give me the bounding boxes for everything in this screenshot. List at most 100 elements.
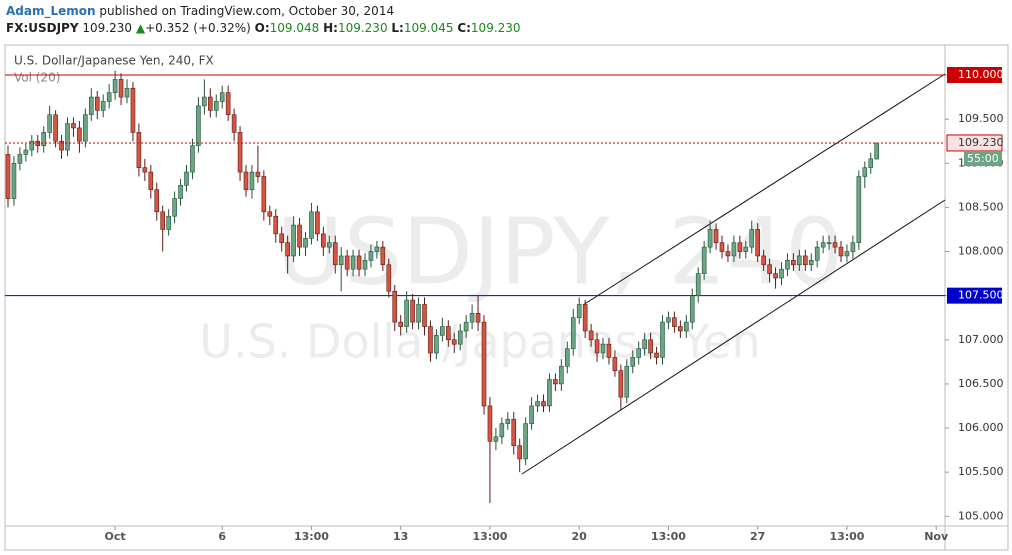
candle-body bbox=[749, 229, 755, 248]
candle-body bbox=[309, 211, 314, 239]
candle-body bbox=[202, 96, 207, 107]
channel-lower bbox=[521, 199, 946, 475]
chart-frame bbox=[4, 44, 1009, 551]
candle-body bbox=[820, 242, 826, 248]
candle-body bbox=[570, 317, 576, 349]
candle-body bbox=[707, 229, 713, 248]
quote-line: FX:USDJPY 109.230 ▲+0.352 (+0.32%) O:109… bbox=[6, 20, 521, 37]
candle-body bbox=[529, 405, 534, 424]
candle-body bbox=[5, 154, 11, 199]
candle-body bbox=[398, 321, 404, 327]
candle-body bbox=[440, 326, 445, 336]
price-label: 107.500 bbox=[958, 289, 1004, 302]
candle-body bbox=[267, 211, 273, 217]
candle-body bbox=[374, 246, 380, 252]
candle-body bbox=[344, 255, 350, 270]
candle-body bbox=[719, 242, 725, 252]
candle-body bbox=[683, 321, 689, 332]
candle-body bbox=[874, 142, 880, 160]
x-tick-label: 6 bbox=[218, 530, 226, 543]
candle-body bbox=[844, 251, 850, 257]
chart-title: U.S. Dollar/Japanese Yen, 240, FX bbox=[14, 54, 214, 68]
candle-body bbox=[814, 246, 820, 261]
ohlc-label: L: bbox=[391, 21, 404, 35]
candle-body bbox=[380, 246, 386, 266]
price-label-box bbox=[947, 67, 1002, 84]
candle-body bbox=[755, 229, 761, 257]
candle-body bbox=[582, 304, 588, 332]
candle-body bbox=[517, 445, 523, 460]
candle-body bbox=[47, 114, 52, 133]
candle-body bbox=[77, 127, 82, 142]
candle-body bbox=[428, 326, 433, 354]
candle-body bbox=[53, 114, 58, 142]
candle-body bbox=[451, 339, 457, 345]
candle-body bbox=[11, 162, 17, 199]
candle-body bbox=[315, 211, 320, 235]
candle-body bbox=[862, 167, 868, 177]
header: Adam_Lemon published on TradingView.com,… bbox=[6, 3, 521, 37]
candle-body bbox=[89, 96, 94, 116]
candle-body bbox=[130, 87, 136, 133]
candle-body bbox=[713, 229, 719, 243]
x-tick-label: 13:00 bbox=[294, 530, 329, 543]
price-label: 110.000 bbox=[958, 68, 1004, 81]
candle-body bbox=[231, 114, 237, 133]
ohlc-value: 109.230 bbox=[337, 21, 388, 35]
candle-body bbox=[767, 264, 772, 274]
x-tick-label: 13:00 bbox=[651, 530, 686, 543]
candle-body bbox=[600, 343, 606, 354]
x-tick-label: 13:00 bbox=[829, 530, 864, 543]
candle-body bbox=[243, 171, 249, 191]
candle-body bbox=[547, 379, 552, 407]
ohlc-value: 109.230 bbox=[470, 21, 521, 35]
price-label-box bbox=[947, 287, 1002, 304]
candle-body bbox=[255, 171, 261, 177]
ohlc-label: C: bbox=[457, 21, 471, 35]
candle-body bbox=[624, 365, 630, 398]
candle-body bbox=[422, 304, 427, 327]
candle-body bbox=[321, 233, 326, 248]
ohlc-value: 109.048 bbox=[269, 21, 320, 35]
candle-body bbox=[41, 132, 47, 146]
candle-body bbox=[303, 237, 308, 248]
candle-body bbox=[392, 290, 398, 323]
candle-body bbox=[505, 418, 511, 424]
candle-body bbox=[564, 348, 570, 367]
candle-body bbox=[362, 260, 368, 270]
y-tick-label: 107.000 bbox=[958, 333, 1004, 346]
candle-body bbox=[196, 105, 201, 146]
candle-body bbox=[475, 313, 481, 323]
candle-body bbox=[154, 189, 160, 213]
watermark-subtitle: U.S. Dollar/Japanese Yen bbox=[199, 315, 760, 369]
up-arrow: ▲ bbox=[135, 21, 146, 35]
candle-body bbox=[249, 171, 255, 191]
candle-body bbox=[332, 242, 338, 266]
candle-body bbox=[71, 123, 76, 129]
author[interactable]: Adam_Lemon bbox=[6, 4, 96, 18]
candle-body bbox=[100, 101, 106, 111]
candle-body bbox=[124, 87, 130, 98]
candle-body bbox=[850, 242, 856, 252]
candle-body bbox=[184, 171, 189, 186]
candle-body bbox=[731, 242, 737, 257]
candle-body bbox=[481, 321, 487, 407]
y-tick-label: 108.500 bbox=[958, 200, 1004, 213]
candle-body bbox=[808, 260, 814, 266]
y-tick-label: 105.500 bbox=[958, 465, 1004, 478]
candle-body bbox=[59, 140, 64, 151]
y-tick-label: 106.500 bbox=[958, 377, 1004, 390]
candle-body bbox=[761, 255, 766, 266]
candle-body bbox=[291, 224, 296, 257]
candle-body bbox=[148, 171, 154, 191]
candle-body bbox=[356, 255, 362, 270]
candle-body bbox=[535, 401, 540, 407]
candle-body bbox=[160, 211, 165, 230]
candle-body bbox=[279, 233, 285, 243]
x-tick-label: 27 bbox=[750, 530, 765, 543]
candle-body bbox=[606, 343, 612, 358]
candle-body bbox=[457, 330, 463, 345]
last: 109.230 bbox=[82, 21, 132, 35]
candle-body bbox=[106, 92, 112, 102]
